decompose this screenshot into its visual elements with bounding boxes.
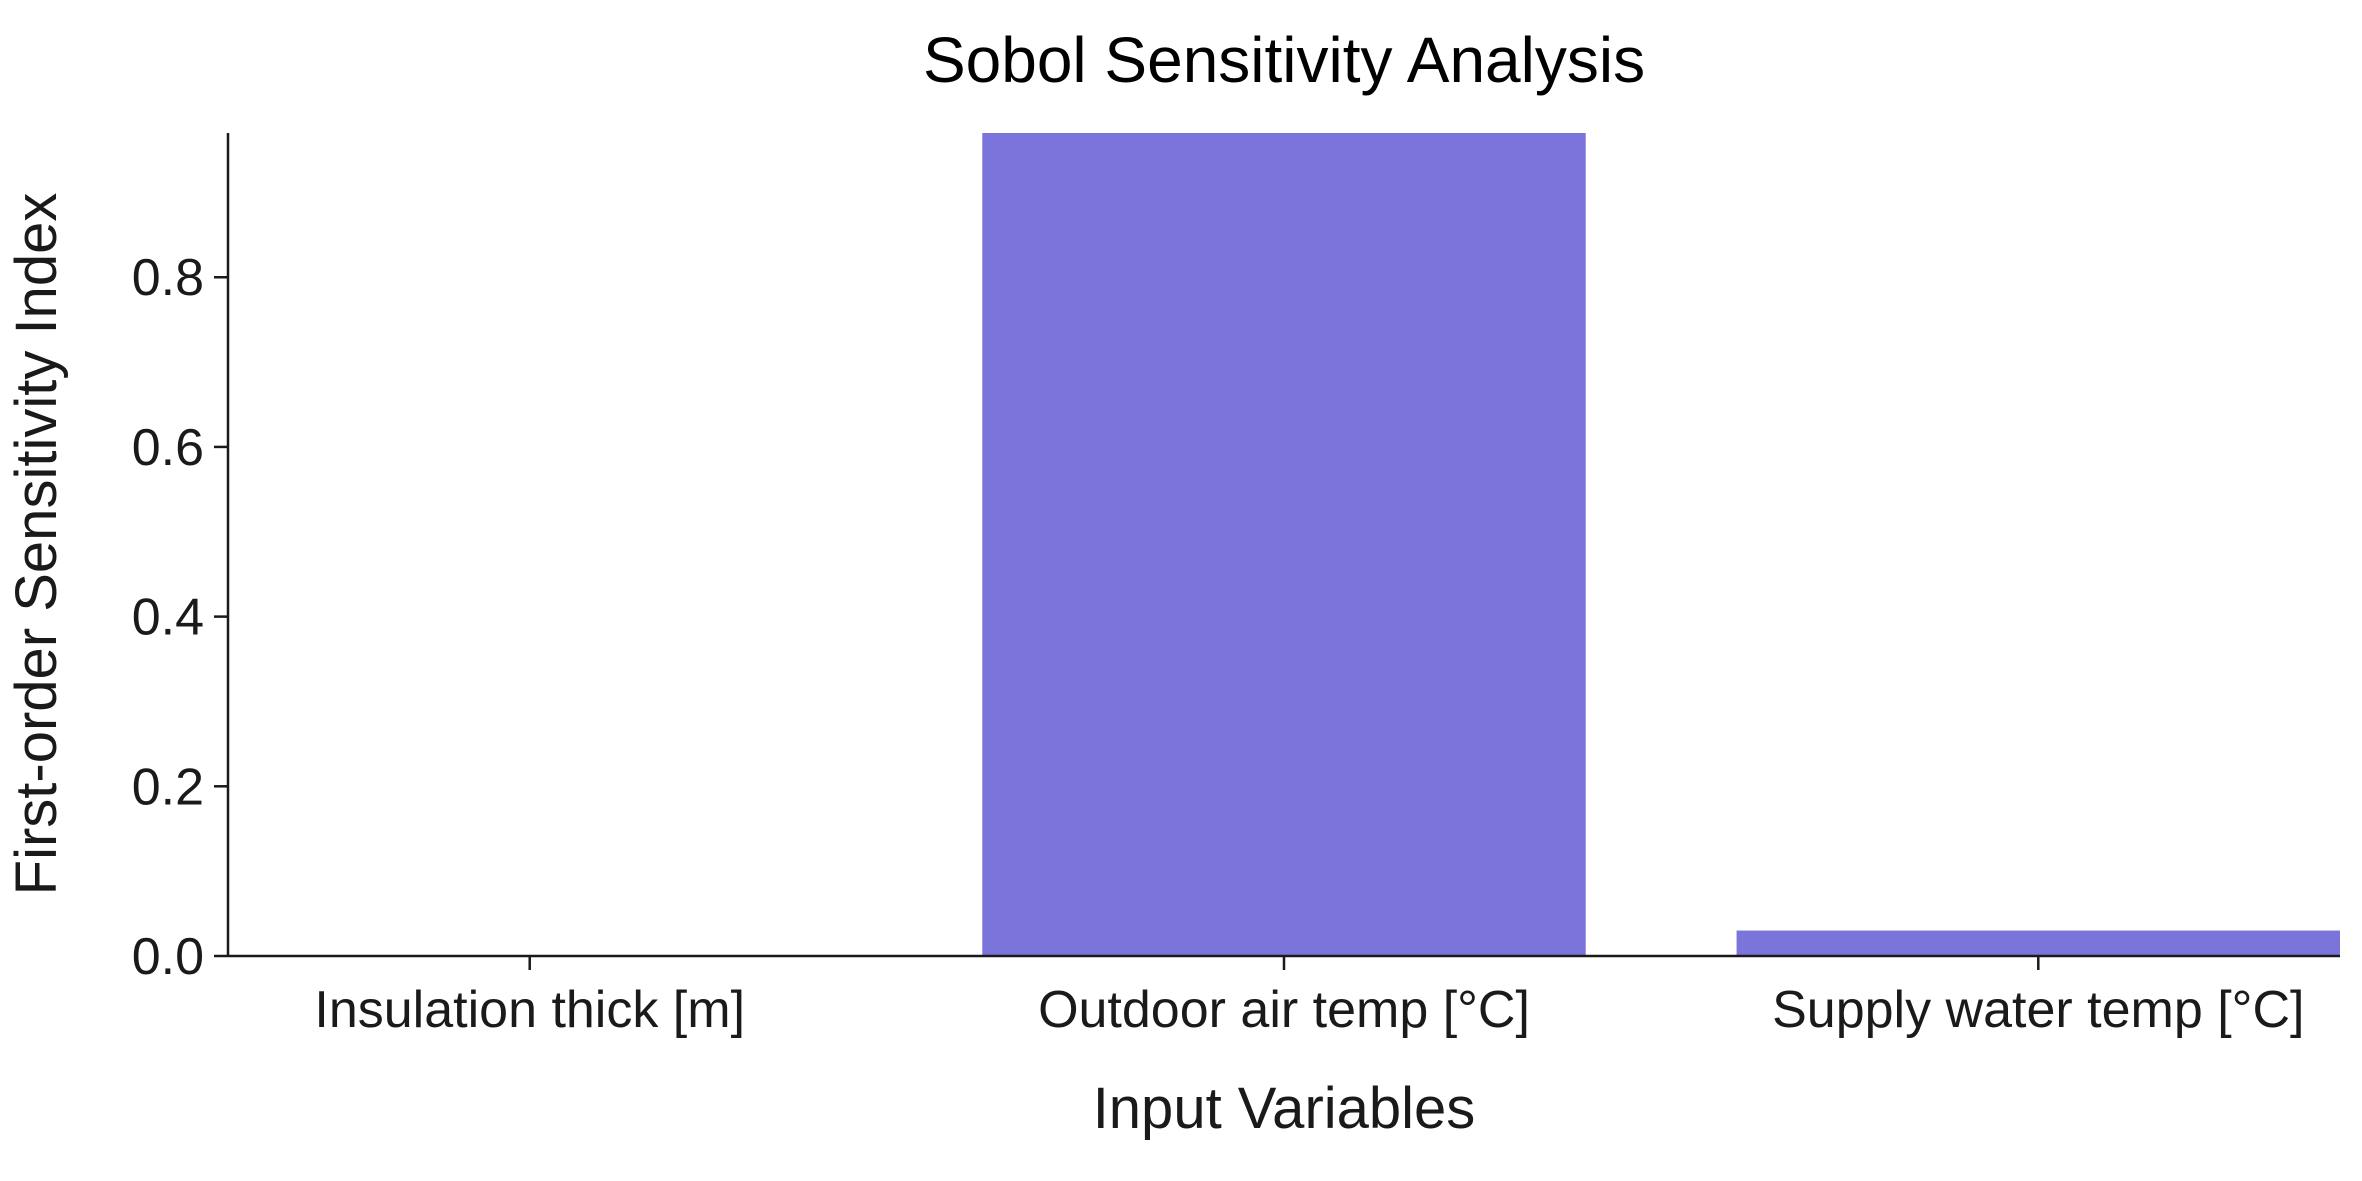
bars-layer: [982, 133, 2340, 956]
y-axis-label: First-order Sensitivity Index: [4, 193, 69, 896]
x-axis-ticks: Insulation thick [m] Outdoor air temp [°C…: [314, 956, 2304, 1039]
y-tick-label: 0.2: [132, 758, 204, 816]
x-tick-label: Insulation thick [m]: [314, 981, 745, 1039]
bar-2: [1736, 930, 2340, 956]
y-axis-ticks: 0.0 0.2 0.4 0.6 0.8: [132, 249, 228, 986]
x-tick-label: Outdoor air temp [°C]: [1038, 981, 1530, 1039]
y-tick-label: 0.4: [132, 589, 204, 647]
bar-1: [982, 133, 1586, 956]
y-tick-label: 0.6: [132, 419, 204, 477]
x-axis-label: Input Variables: [1093, 1076, 1476, 1141]
plot-area: 0.0 0.2 0.4 0.6 0.8 Insulation thick [m] Outd…: [132, 133, 2340, 1039]
y-tick-label: 0.8: [132, 249, 204, 307]
x-tick-label: Supply water temp [°C]: [1772, 981, 2304, 1039]
y-tick-label: 0.0: [132, 928, 204, 986]
chart-title: Sobol Sensitivity Analysis: [923, 24, 1645, 96]
